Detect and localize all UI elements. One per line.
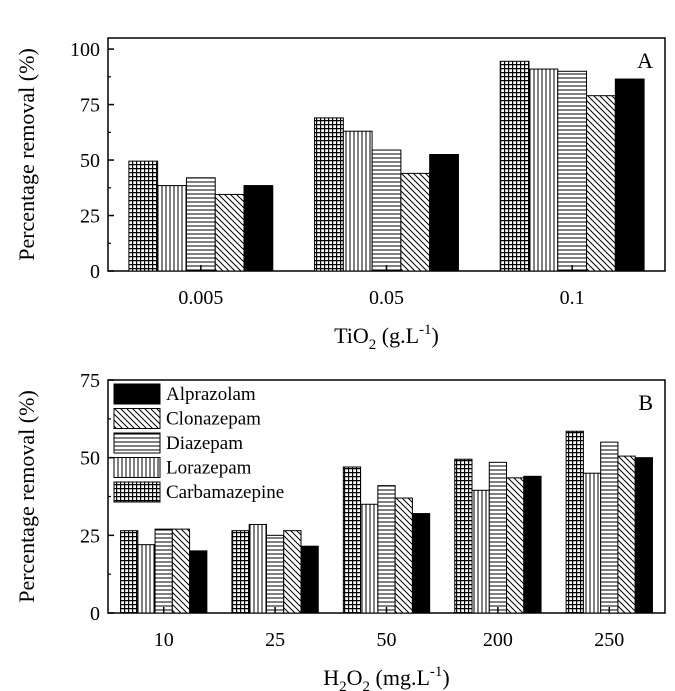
y-axis-label: Percentage removal (%) — [14, 48, 39, 261]
bar-clonazepam — [214, 193, 245, 272]
x-axis-label-part: -1 — [419, 322, 432, 338]
y-tick-label: 25 — [80, 206, 100, 228]
x-tick-label: 50 — [377, 629, 397, 651]
legend-label: Diazepam — [166, 433, 243, 454]
x-tick-label: 250 — [594, 629, 624, 651]
bar-alprazolam — [523, 475, 542, 614]
x-axis-label-part: (mg.L — [370, 665, 430, 690]
bar-lorazepam — [471, 489, 490, 614]
y-tick-label: 75 — [80, 370, 100, 392]
bar-alprazolam — [634, 457, 653, 614]
bar-clonazepam — [617, 455, 636, 614]
bar-lorazepam — [342, 130, 373, 272]
x-tick-label: 200 — [483, 629, 513, 651]
x-axis-label-part: O — [347, 665, 363, 690]
x-tick-label: 0.05 — [369, 287, 404, 309]
bar-lorazepam — [248, 523, 267, 614]
y-tick-label: 75 — [80, 95, 100, 117]
bar-carbamazepine — [231, 530, 250, 614]
bar-alprazolam — [614, 78, 645, 272]
legend: Alprazolam Clonazepam Diazepam Lorazepam Car… — [113, 383, 284, 503]
legend-label: Lorazepam — [166, 458, 252, 479]
bar-diazepam — [600, 441, 619, 614]
bar-clonazepam — [283, 530, 302, 614]
bar-lorazepam — [137, 544, 156, 614]
panel-label: A — [637, 48, 653, 73]
x-axis-label-part: 2 — [339, 679, 347, 691]
bar-carbamazepine — [342, 466, 362, 614]
bar-lorazepam — [360, 503, 379, 614]
legend-swatch-carbamazepine — [113, 481, 161, 503]
x-tick-label: 0.1 — [560, 287, 585, 309]
bar-diazepam — [185, 177, 216, 272]
legend-label: Carbamazepine — [166, 482, 284, 503]
bar-clonazepam — [400, 172, 431, 272]
x-axis-label-part: (g.L — [376, 323, 419, 348]
y-tick-label: 0 — [90, 603, 100, 625]
bar-alprazolam — [300, 545, 319, 614]
y-axis-label: Percentage removal (%) — [14, 390, 39, 603]
x-axis-label-part: ) — [432, 323, 439, 348]
bar-carbamazepine — [499, 60, 530, 272]
bar-lorazepam — [157, 185, 187, 272]
bar-diazepam — [265, 534, 285, 614]
x-tick-label: 25 — [265, 629, 285, 651]
y-tick-label: 100 — [70, 39, 100, 61]
bar-alprazolam — [243, 185, 274, 272]
bar-alprazolam — [429, 154, 459, 272]
x-axis-label: H2O2 (mg.L-1) — [323, 664, 450, 691]
legend-swatch-clonazepam — [113, 408, 161, 429]
bar-alprazolam — [411, 513, 431, 614]
bar-lorazepam — [582, 472, 602, 614]
bar-diazepam — [557, 70, 588, 272]
bar-clonazepam — [586, 95, 616, 272]
x-axis-label: TiO2 (g.L-1) — [334, 322, 439, 353]
bar-clonazepam — [171, 528, 191, 614]
bar-alprazolam — [189, 550, 208, 614]
x-axis-label-part: -1 — [430, 664, 443, 680]
bar-carbamazepine — [565, 430, 584, 614]
bar-carbamazepine — [128, 160, 159, 272]
bar-carbamazepine — [454, 458, 473, 614]
chart-panel-a: 0 25 50 75 100 0.005 0.05 0.1 A Percentage remova… — [14, 37, 666, 353]
bar-clonazepam — [506, 477, 525, 614]
legend-swatch-lorazepam — [113, 457, 161, 478]
bar-carbamazepine — [120, 530, 139, 614]
panel-label: B — [638, 390, 653, 415]
y-tick-label: 50 — [80, 448, 100, 470]
bar-clonazepam — [394, 497, 413, 614]
bar-diazepam — [377, 485, 396, 614]
x-axis-label-part: 2 — [363, 679, 371, 691]
y-tick-label: 50 — [80, 150, 100, 172]
x-tick-label: 0.005 — [178, 287, 223, 309]
bar-lorazepam — [528, 68, 559, 272]
x-axis-label-part: 2 — [369, 337, 377, 353]
y-tick-label: 25 — [80, 525, 100, 547]
legend-swatch-diazepam — [113, 432, 161, 454]
legend-label: Alprazolam — [166, 384, 256, 405]
x-tick-label: 10 — [154, 629, 174, 651]
bar-carbamazepine — [314, 117, 344, 272]
chart-panel-b: 0 25 50 75 10 25 50 200 250 B Percentage removal (… — [14, 370, 666, 691]
bar-diazepam — [488, 461, 508, 614]
bar-diazepam — [154, 528, 173, 614]
y-tick-label: 0 — [90, 261, 100, 283]
legend-label: Clonazepam — [166, 409, 261, 430]
legend-swatch-alprazolam — [113, 383, 161, 405]
x-axis-label-part: TiO — [334, 323, 369, 348]
bar-diazepam — [371, 149, 402, 272]
x-axis-label-part: ) — [442, 665, 449, 690]
x-axis-label-part: H — [323, 665, 339, 690]
